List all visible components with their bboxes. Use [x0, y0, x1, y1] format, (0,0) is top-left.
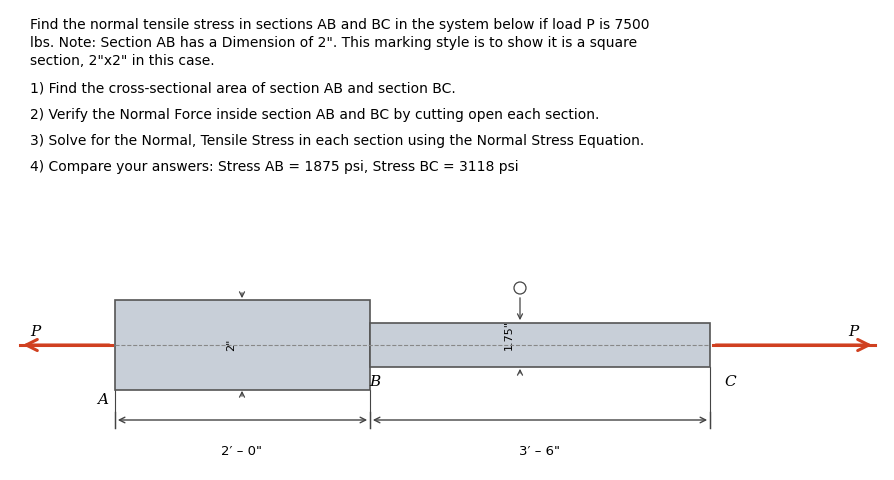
Text: 3′ – 6": 3′ – 6": [519, 445, 560, 458]
Text: 2) Verify the Normal Force inside section AB and BC by cutting open each section: 2) Verify the Normal Force inside sectio…: [30, 108, 599, 122]
Text: 1) Find the cross-sectional area of section AB and section BC.: 1) Find the cross-sectional area of sect…: [30, 82, 455, 96]
Text: 1.75": 1.75": [503, 321, 513, 350]
Text: 4) Compare your answers: Stress AB = 1875 psi, Stress BC = 3118 psi: 4) Compare your answers: Stress AB = 187…: [30, 160, 518, 174]
Bar: [369, 323, 709, 367]
Text: lbs. Note: Section AB has a Dimension of 2". This marking style is to show it is: lbs. Note: Section AB has a Dimension of…: [30, 36, 637, 50]
Text: 2": 2": [226, 338, 236, 351]
Text: P: P: [30, 325, 40, 339]
Text: B: B: [368, 375, 380, 389]
Bar: [114, 300, 369, 390]
Text: 2′ – 0": 2′ – 0": [221, 445, 262, 458]
Text: Find the normal tensile stress in sections AB and BC in the system below if load: Find the normal tensile stress in sectio…: [30, 18, 649, 32]
Text: P: P: [847, 325, 857, 339]
Text: 3) Solve for the Normal, Tensile Stress in each section using the Normal Stress : 3) Solve for the Normal, Tensile Stress …: [30, 134, 644, 148]
Text: A: A: [97, 393, 108, 407]
Text: section, 2"x2" in this case.: section, 2"x2" in this case.: [30, 54, 215, 68]
Text: C: C: [723, 375, 735, 389]
